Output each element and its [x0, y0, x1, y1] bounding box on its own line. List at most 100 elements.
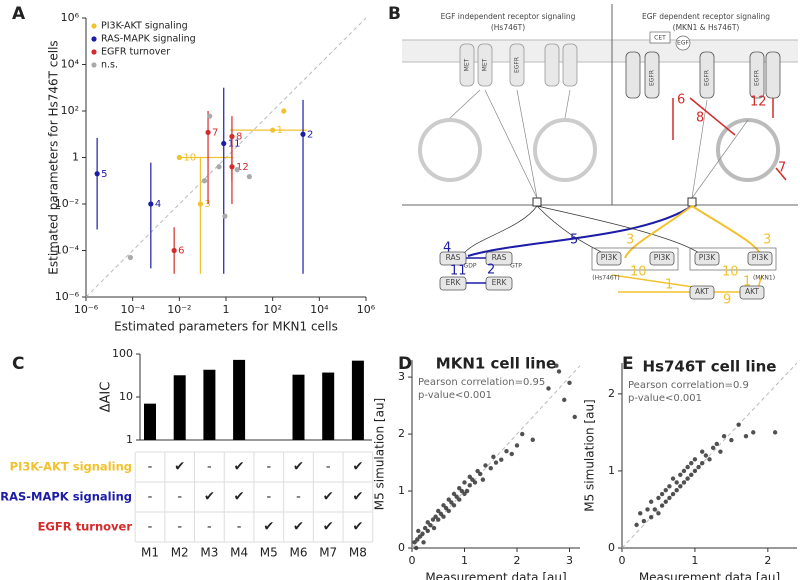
x-tick-label: 2 [764, 554, 771, 567]
panel-letter: D [398, 354, 412, 374]
point [645, 507, 650, 512]
receptor [765, 51, 781, 99]
point [470, 477, 475, 482]
point [689, 472, 694, 477]
table-cell: ✔ [263, 520, 274, 535]
point-label: 11 [228, 139, 241, 150]
node-label: PI3K [654, 253, 672, 262]
table-cell: ✔ [204, 490, 215, 505]
receptor [459, 43, 475, 87]
x-tick-label: 10² [263, 303, 281, 316]
node-label: PI3K [699, 253, 717, 262]
point [641, 518, 647, 524]
hub [687, 197, 697, 207]
diagram-heading: (Hs746T) [491, 23, 525, 32]
y-tick-label: 10² [61, 104, 79, 117]
x-tick-label: 0 [619, 554, 626, 567]
x-tick-label: 1 [461, 554, 468, 567]
reaction-number: 11 [450, 264, 467, 279]
point [436, 517, 441, 522]
bar [351, 360, 364, 440]
node-label: ERK [492, 278, 508, 287]
point [556, 369, 562, 374]
receptor [699, 51, 715, 99]
table-cell: - [177, 490, 182, 505]
table-cell: - [296, 490, 301, 505]
node [739, 285, 765, 300]
reaction-number: 10 [630, 265, 647, 280]
bar [203, 369, 216, 440]
point [176, 154, 182, 161]
point [772, 430, 778, 435]
point [422, 525, 428, 531]
y-tick-label: 2 [398, 427, 405, 440]
point [663, 499, 668, 504]
point [415, 537, 420, 542]
point [504, 448, 509, 454]
point [652, 507, 658, 512]
point [567, 380, 572, 385]
point [736, 422, 741, 427]
legend-marker [91, 23, 97, 29]
table-cell: - [237, 520, 242, 535]
point [221, 140, 227, 147]
point [703, 453, 709, 458]
receptor-label: MET [464, 58, 471, 71]
endosome [418, 118, 482, 182]
reaction-number: 1 [665, 278, 673, 293]
point [718, 449, 723, 454]
x-tick-label: 1 [691, 554, 698, 567]
point [638, 511, 643, 516]
node-label: PI3K [601, 253, 619, 262]
x-tick-label: M3 [200, 546, 218, 560]
point [246, 174, 252, 180]
x-axis-label: Estimated parameters for MKN1 cells [114, 320, 338, 334]
y-tick-label: 100 [112, 347, 133, 360]
point-label: 1 [277, 125, 283, 136]
table-cell: - [177, 520, 182, 535]
point [707, 457, 712, 462]
point [412, 540, 417, 545]
receptor-label: EGFR [514, 57, 521, 73]
point [729, 437, 734, 443]
receptor [625, 51, 641, 99]
point [436, 508, 441, 514]
point [514, 443, 520, 448]
point [659, 503, 665, 508]
panel-letter: C [12, 354, 24, 374]
reaction-number: 6 [677, 93, 685, 108]
table-cell: - [326, 460, 331, 475]
ligand-label: EGF [677, 40, 689, 47]
point [674, 480, 679, 485]
y-tick-label: 10⁴ [61, 58, 80, 71]
node-label: ERK [446, 278, 462, 287]
reaction-number: 4 [443, 241, 451, 256]
point [562, 397, 567, 403]
point [459, 488, 465, 494]
point [743, 434, 749, 439]
point [457, 497, 462, 502]
node-label: AKT [695, 287, 709, 296]
point [530, 437, 535, 442]
table-cell: - [266, 490, 271, 505]
point [692, 468, 698, 474]
panel-letter: A [12, 4, 26, 24]
point [430, 517, 436, 522]
x-axis-label: Measurement data [au] [639, 571, 780, 580]
bar [173, 375, 186, 440]
node [649, 251, 675, 266]
point [197, 201, 204, 207]
chart-title: MKN1 cell line [436, 355, 556, 373]
annotation: Pearson correlation=0.9 [628, 380, 749, 391]
point [449, 500, 454, 505]
point [451, 503, 457, 508]
point [148, 201, 154, 207]
table-cell: ✔ [293, 460, 304, 475]
point [700, 461, 705, 466]
point [692, 457, 698, 462]
receptor-label: EGFR [704, 70, 711, 86]
point-label: 5 [101, 169, 107, 180]
ligand-label: CET [654, 35, 666, 42]
point [467, 474, 472, 479]
point [659, 491, 665, 497]
